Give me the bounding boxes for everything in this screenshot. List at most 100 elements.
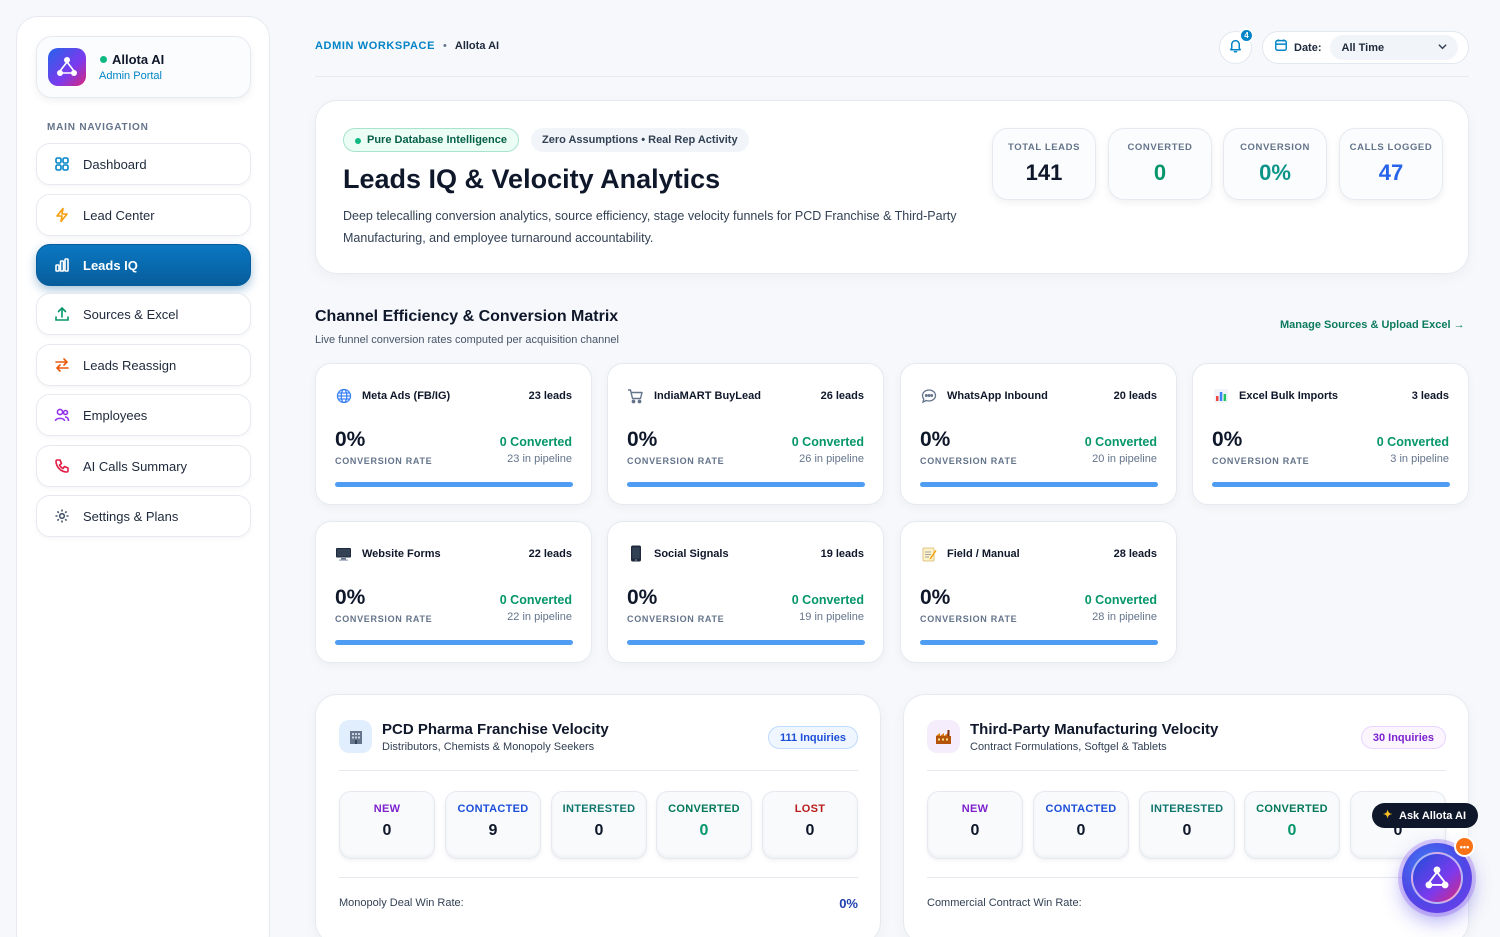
breadcrumb-separator: • (443, 40, 447, 52)
sidebar-item-dashboard[interactable]: Dashboard (36, 143, 251, 185)
globe-icon (335, 387, 352, 404)
stage-contacted[interactable]: CONTACTED 9 (445, 791, 541, 859)
breadcrumb-workspace[interactable]: ADMIN WORKSPACE (315, 40, 436, 52)
stage-new[interactable]: NEW 0 (339, 791, 435, 859)
channel-card-excel-imports[interactable]: Excel Bulk Imports 3 leads 0% CONVERSION… (1192, 363, 1469, 505)
channel-converted: 0 Converted (791, 593, 864, 607)
page-title: Leads IQ & Velocity Analytics (343, 164, 721, 194)
sidebar-item-settings-plans[interactable]: Settings & Plans (36, 495, 251, 537)
divider (339, 770, 858, 771)
sidebar-item-lead-center[interactable]: Lead Center (36, 194, 251, 236)
ask-ai-button[interactable]: Ask Allota AI (1372, 803, 1479, 828)
brand-card[interactable]: Allota AI Admin Portal (36, 36, 251, 98)
mobile-phone-icon (627, 545, 644, 562)
stat-calls-logged: CALLS LOGGED 47 (1339, 128, 1443, 200)
channel-lead-count: 20 leads (1113, 390, 1157, 402)
win-rate-label: Monopoly Deal Win Rate: (339, 897, 464, 909)
stage-converted[interactable]: CONVERTED 0 (656, 791, 752, 859)
conversion-rate-label: CONVERSION RATE (335, 456, 433, 466)
channel-progress-bar (920, 482, 1158, 487)
channel-name: Social Signals (654, 548, 729, 560)
stage-new[interactable]: NEW 0 (927, 791, 1023, 859)
channel-lead-count: 26 leads (820, 390, 864, 402)
channel-progress-bar (920, 640, 1158, 645)
channel-name: Website Forms (362, 548, 441, 560)
channel-card-whatsapp[interactable]: WhatsApp Inbound 20 leads 0% CONVERSION … (900, 363, 1177, 505)
stage-lost[interactable]: LOST 0 (762, 791, 858, 859)
velocity-title: Third-Party Manufacturing Velocity (970, 721, 1219, 738)
sidebar-item-label: AI Calls Summary (83, 458, 188, 474)
channel-card-field-manual[interactable]: Field / Manual 28 leads 0% CONVERSION RA… (900, 521, 1177, 663)
online-status-dot (100, 56, 107, 63)
notifications-button[interactable] (1219, 31, 1252, 64)
channel-conversion-rate: 0% (920, 586, 951, 609)
swap-arrows-icon (53, 356, 71, 374)
nav-section-label: MAIN NAVIGATION (47, 122, 149, 133)
page-description: Deep telecalling conversion analytics, s… (343, 209, 957, 245)
velocity-subtitle: Distributors, Chemists & Monopoly Seeker… (382, 741, 595, 753)
stage-converted[interactable]: CONVERTED 0 (1244, 791, 1340, 859)
channel-converted: 0 Converted (499, 593, 572, 607)
stat-total-leads: TOTAL LEADS 141 (992, 128, 1096, 200)
channel-card-website-forms[interactable]: Website Forms 22 leads 0% CONVERSION RAT… (315, 521, 592, 663)
channel-section-subtitle: Live funnel conversion rates computed pe… (315, 334, 619, 346)
brand-logo-icon (48, 48, 86, 86)
manage-sources-link[interactable]: Manage Sources & Upload Excel → (1280, 319, 1465, 331)
stage-label: NEW (373, 803, 401, 815)
conversion-rate-label: CONVERSION RATE (627, 614, 725, 624)
sidebar-item-employees[interactable]: Employees (36, 394, 251, 436)
channel-converted: 0 Converted (1376, 435, 1449, 449)
stage-interested[interactable]: INTERESTED 0 (551, 791, 647, 859)
stat-label: CONVERSION (1240, 142, 1310, 153)
stage-value: 0 (1182, 822, 1192, 839)
channel-pipeline: 28 in pipeline (1092, 611, 1157, 623)
channel-converted: 0 Converted (1084, 435, 1157, 449)
sidebar: Allota AI Admin Portal MAIN NAVIGATION D… (16, 16, 270, 937)
stat-value: 0% (1259, 160, 1291, 185)
building-icon (339, 720, 372, 753)
stage-value: 0 (382, 822, 392, 839)
stat-value: 0 (1153, 160, 1167, 185)
stage-label: INTERESTED (562, 803, 636, 815)
channel-card-social-signals[interactable]: Social Signals 19 leads 0% CONVERSION RA… (607, 521, 884, 663)
channel-card-indiamart[interactable]: IndiaMART BuyLead 26 leads 0% CONVERSION… (607, 363, 884, 505)
sidebar-item-sources-excel[interactable]: Sources & Excel (36, 293, 251, 335)
phone-icon (53, 457, 71, 475)
breadcrumb-current: Allota AI (454, 40, 500, 52)
stage-value: 0 (805, 822, 815, 839)
conversion-rate-label: CONVERSION RATE (335, 614, 433, 624)
brand-subtitle: Admin Portal (99, 70, 162, 82)
stage-interested[interactable]: INTERESTED 0 (1139, 791, 1235, 859)
date-range-select[interactable]: All Time (1329, 35, 1458, 60)
sidebar-item-label: Settings & Plans (83, 508, 179, 524)
sidebar-item-label: Lead Center (83, 207, 155, 223)
stage-value: 0 (1076, 822, 1086, 839)
sidebar-item-ai-calls-summary[interactable]: AI Calls Summary (36, 445, 251, 487)
sidebar-item-leads-reassign[interactable]: Leads Reassign (36, 344, 251, 386)
stat-converted: CONVERTED 0 (1108, 128, 1212, 200)
channel-progress-bar (627, 482, 865, 487)
bolt-icon (53, 206, 71, 224)
sidebar-item-label: Sources & Excel (83, 306, 179, 322)
pcd-velocity-card: PCD Pharma Franchise Velocity Distributo… (315, 694, 881, 937)
users-icon (53, 406, 71, 424)
stage-contacted[interactable]: CONTACTED 0 (1033, 791, 1129, 859)
gear-icon (53, 507, 71, 525)
channel-conversion-rate: 0% (920, 428, 951, 451)
divider (339, 877, 858, 878)
database-intelligence-pill: Pure Database Intelligence (343, 128, 519, 152)
sidebar-item-leads-iq[interactable]: Leads IQ (36, 244, 251, 286)
channel-name: Meta Ads (FB/IG) (362, 390, 451, 402)
header-divider (315, 76, 1469, 77)
channel-section-title: Channel Efficiency & Conversion Matrix (315, 308, 619, 325)
stat-label: TOTAL LEADS (1007, 142, 1081, 153)
channel-conversion-rate: 0% (1212, 428, 1243, 451)
date-filter-label: Date: (1294, 41, 1322, 54)
channel-lead-count: 19 leads (820, 548, 864, 560)
stage-label: CONVERTED (1256, 803, 1328, 815)
hero-card: Pure Database Intelligence Zero Assumpti… (315, 100, 1469, 274)
stage-value: 0 (970, 822, 980, 839)
cart-icon (627, 387, 644, 404)
channel-card-meta-ads[interactable]: Meta Ads (FB/IG) 23 leads 0% CONVERSION … (315, 363, 592, 505)
channel-progress-bar (1212, 482, 1450, 487)
